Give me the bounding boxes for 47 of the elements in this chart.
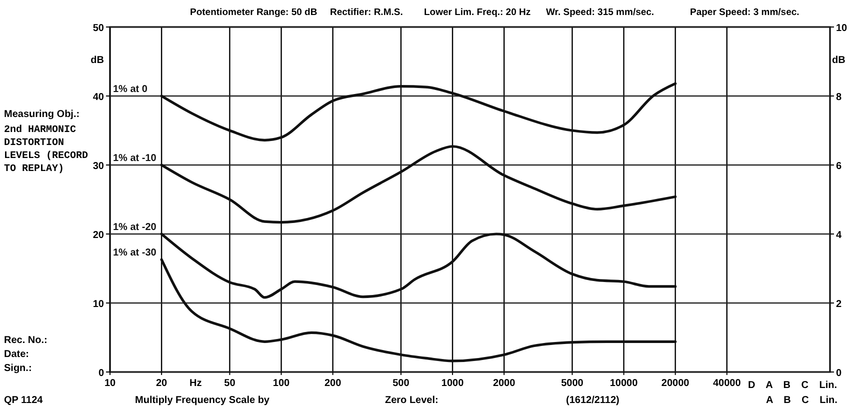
series-label: 1% at 0 [113, 84, 148, 95]
x-tick-label: 40000 [712, 378, 742, 389]
text: A B C Lin. [766, 395, 838, 406]
text: Potentiometer Range: 50 dB [190, 7, 318, 18]
text: Sign.: [4, 363, 32, 374]
x-tick-label: 1000 [441, 378, 464, 389]
text: Multiply Frequency Scale by [135, 395, 270, 406]
y2-tick-label: 0 [836, 368, 842, 379]
y-tick-label: 30 [92, 161, 104, 172]
x-tick-label: 10000 [610, 378, 638, 389]
x-tick-label: 20000 [661, 378, 690, 389]
x-tick-label: 50 [224, 378, 236, 389]
x-tick-label: 20 [156, 378, 168, 389]
text: Date: [4, 349, 30, 360]
text: (1612/2112) [566, 395, 620, 406]
x-axis-title: Hz [190, 378, 202, 389]
y-tick-label: 10 [92, 299, 104, 310]
text: Paper Speed: 3 mm/sec. [690, 7, 800, 18]
text: Wr. Speed: 315 mm/sec. [546, 7, 654, 18]
y2-tick-label: 10 [836, 23, 848, 34]
y2-tick-label: 6 [836, 161, 842, 172]
text: Lower Lim. Freq.: 20 Hz [424, 7, 531, 18]
y2-tick-label: 2 [836, 299, 842, 310]
text: QP 1124 [4, 395, 44, 406]
x-tick-label: 10 [104, 378, 116, 389]
y2-axis-title: dB [832, 55, 846, 66]
series-label: 1% at -30 [113, 248, 157, 259]
x-tick-label: 500 [392, 378, 410, 389]
x-tick-label: 200 [324, 378, 342, 389]
series-label: 1% at -20 [113, 222, 157, 233]
y2-tick-label: 4 [836, 230, 842, 241]
text: Zero Level: [385, 395, 438, 406]
y2-tick-label: 8 [836, 92, 842, 103]
x-tick-label: 100 [272, 378, 290, 389]
text: Rec. No.: [4, 335, 48, 346]
text: 2nd HARMONIC DISTORTION LEVELS (RECORD TO REPLAY) [4, 124, 88, 175]
x-tick-label: 2000 [492, 378, 516, 389]
text: Rectifier: R.M.S. [330, 7, 403, 18]
x-tick-label: 5000 [561, 378, 584, 389]
series-label: 1% at -10 [113, 153, 157, 164]
y-axis-title: dB [90, 55, 104, 66]
y-tick-label: 20 [92, 230, 104, 241]
y-tick-label: 0 [98, 368, 104, 379]
y-tick-label: 40 [92, 92, 104, 103]
text: Measuring Obj.: [4, 109, 80, 120]
y-tick-label: 50 [92, 23, 104, 34]
text: D A B C Lin. [748, 380, 838, 391]
